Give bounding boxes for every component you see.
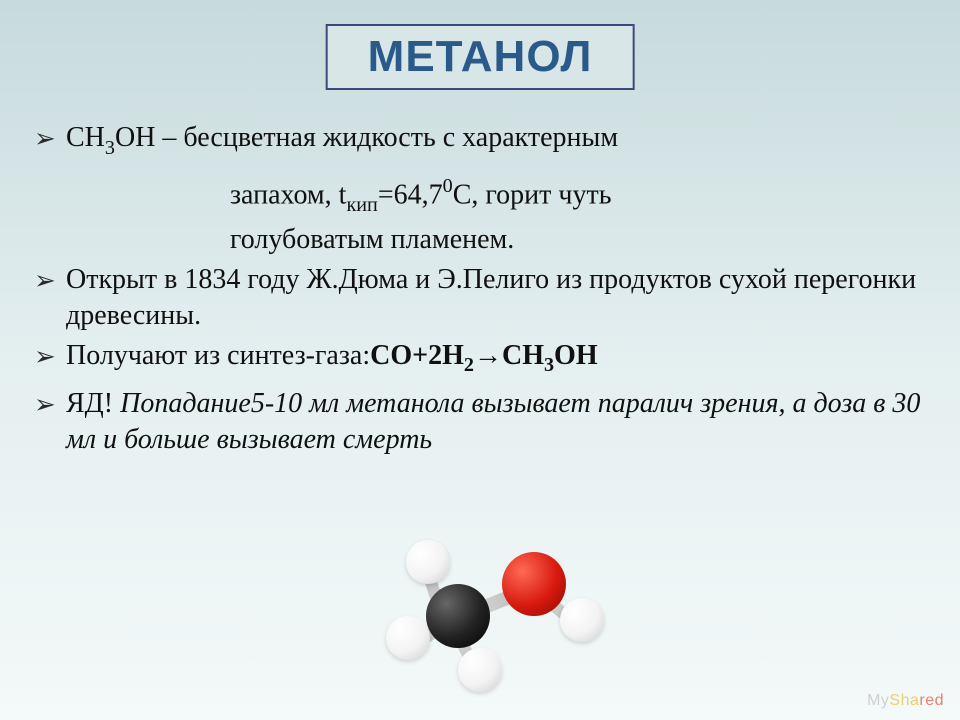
text-span-italic: Попадание5-10 мл метанола вызывает парал… xyxy=(66,388,920,455)
bullet-3: ➢ Получают из синтез-газа:СО+2H2→CH3OH xyxy=(34,338,926,383)
text-span: 2 xyxy=(428,340,442,371)
bullet-4-text: ЯД! Попадание5-10 мл метанола вызывает п… xyxy=(66,386,926,458)
subscript: кип xyxy=(346,194,377,216)
content-area: ➢ CH3OH – бесцветная жидкость с характер… xyxy=(34,120,926,462)
bullet-1: ➢ CH3OH – бесцветная жидкость с характер… xyxy=(34,120,926,165)
text-span: ЯД! xyxy=(66,388,120,419)
slide-title: МЕТАНОЛ xyxy=(368,32,593,81)
text-span: OH – бесцветная жидкость с характерным xyxy=(115,122,618,153)
hydrogen-atom xyxy=(406,540,450,584)
hydrogen-atom xyxy=(458,648,502,692)
subscript: 3 xyxy=(105,137,115,159)
text-span: запахом, t xyxy=(230,179,346,210)
bullet-2-text: Открыт в 1834 году Ж.Дюма и Э.Пелиго из … xyxy=(66,262,926,334)
text-span: С, горит чуть xyxy=(453,179,612,210)
superscript: 0 xyxy=(443,175,453,197)
oxygen-atom xyxy=(502,552,566,616)
text-span: OH xyxy=(554,340,598,371)
bullet-1-line1: CH3OH – бесцветная жидкость с характерны… xyxy=(66,120,926,165)
watermark-part: My xyxy=(867,692,889,709)
hydrogen-atom xyxy=(560,598,604,642)
bullet-marker-icon: ➢ xyxy=(34,120,66,156)
text-span: CH xyxy=(502,340,544,371)
bullet-4: ➢ ЯД! Попадание5-10 мл метанола вызывает… xyxy=(34,386,926,458)
text-span: H xyxy=(442,340,464,371)
bullet-marker-icon: ➢ xyxy=(34,262,66,298)
watermark-part: Sha xyxy=(889,692,919,709)
bullet-1-line3: голубоватым пламенем. xyxy=(230,222,926,258)
text-span: =64,7 xyxy=(378,179,443,210)
molecule-diagram xyxy=(368,540,608,710)
bullet-marker-icon: ➢ xyxy=(34,338,66,374)
bullet-3-text: Получают из синтез-газа:СО+2H2→CH3OH xyxy=(66,338,926,383)
text-span: Получают из синтез-газа: xyxy=(66,340,370,371)
arrow-icon: → xyxy=(474,340,502,371)
subscript: 3 xyxy=(544,354,554,376)
bullet-marker-icon: ➢ xyxy=(34,386,66,422)
hydrogen-atom xyxy=(386,616,430,660)
bullet-2: ➢ Открыт в 1834 году Ж.Дюма и Э.Пелиго и… xyxy=(34,262,926,334)
bullet-1-line2: запахом, tкип=64,70С, горит чуть xyxy=(230,169,926,222)
title-box: МЕТАНОЛ xyxy=(326,24,635,90)
formula: СО+2H2→CH3OH xyxy=(370,340,597,371)
text-span: CH xyxy=(66,122,105,153)
watermark: MyShared xyxy=(867,692,944,710)
text-span: СО+ xyxy=(370,340,428,371)
carbon-atom xyxy=(426,584,490,648)
subscript: 2 xyxy=(464,354,474,376)
watermark-part: red xyxy=(919,692,944,709)
